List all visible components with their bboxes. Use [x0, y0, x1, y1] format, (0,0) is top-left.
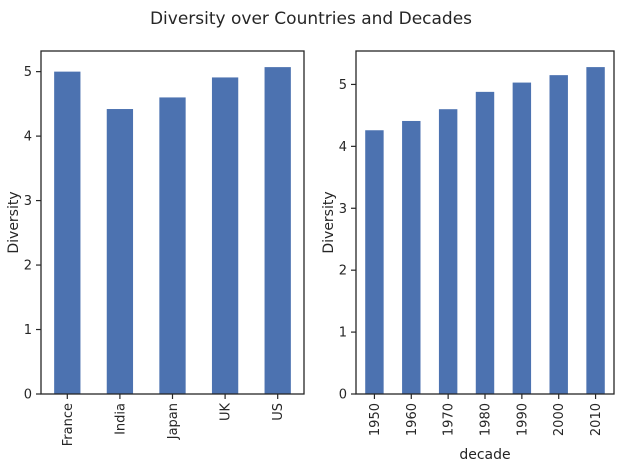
x-tick-label: UK [219, 403, 234, 422]
y-tick-label: 1 [24, 323, 32, 338]
chart-countries: 0 1 2 3 4 5 France India Japan UK US Diversity [6, 50, 305, 446]
bar-1980 [475, 91, 495, 394]
bar-france [54, 71, 81, 394]
y-tick-label: 2 [24, 259, 32, 274]
y-tick-label: 1 [339, 326, 347, 341]
x-axis-label: decade [459, 447, 510, 463]
y-tick-label: 2 [339, 264, 347, 279]
y-tick-label: 0 [339, 388, 347, 403]
chart-decades: 0 1 2 3 4 5 1950 1960 1970 1980 1990 2000 2010 Divers… [321, 50, 615, 463]
x-tick-label: US [271, 403, 286, 421]
bar-uk [211, 77, 239, 395]
bar-japan [159, 97, 186, 394]
x-tick-label: 2010 [589, 403, 604, 436]
bar-india [106, 109, 134, 395]
x-tick-label: 1970 [442, 403, 457, 436]
y-tick-label: 4 [24, 130, 32, 145]
y-axis-label: Diversity [321, 191, 337, 253]
x-tick-label: 1960 [405, 403, 420, 436]
x-tick-label: France [61, 403, 76, 446]
x-tick-label: 1990 [515, 403, 530, 436]
x-tick-label: 1980 [479, 403, 494, 436]
figure-title: Diversity over Countries and Decades [150, 9, 472, 29]
bar-1960 [402, 120, 421, 394]
y-tick-label: 0 [24, 388, 32, 403]
y-tick-label: 3 [24, 194, 32, 209]
bar-2000 [549, 75, 568, 394]
bar-1970 [438, 109, 458, 395]
bar-1990 [512, 82, 532, 395]
x-tick-label: India [113, 403, 128, 435]
bar-1950 [365, 130, 384, 395]
bar-2010 [586, 67, 605, 394]
y-tick-label: 3 [339, 202, 347, 217]
bar-us [264, 67, 291, 395]
x-tick-label: 1950 [368, 403, 383, 436]
x-tick-label: 2000 [552, 403, 567, 436]
y-tick-label: 5 [339, 78, 347, 93]
y-axis-label: Diversity [6, 191, 22, 253]
y-tick-label: 5 [24, 65, 32, 80]
y-tick-label: 4 [339, 140, 347, 155]
x-tick-label: Japan [166, 403, 181, 440]
